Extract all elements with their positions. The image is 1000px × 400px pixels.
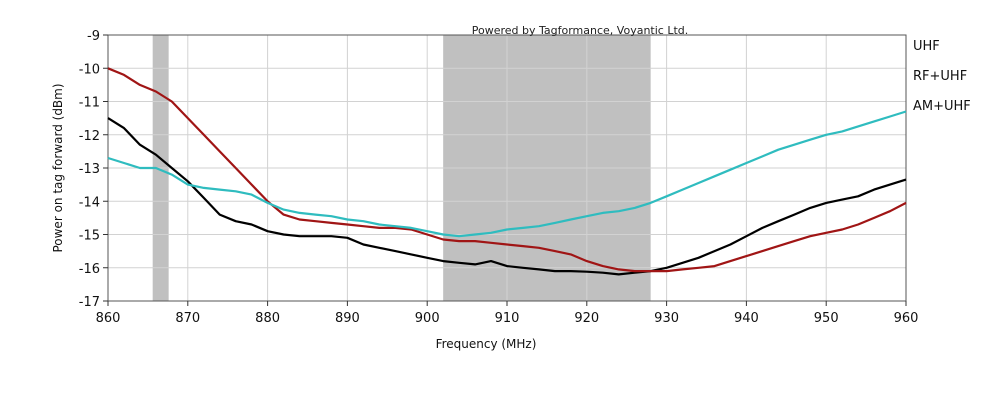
x-tick-label-9: 950 <box>814 311 839 326</box>
x-axis-title: Frequency (MHz) <box>436 337 537 351</box>
y-tick-label-6: -15 <box>79 229 100 244</box>
legend-label-uhf: UHF <box>913 39 940 54</box>
grid-lines <box>107 34 907 302</box>
y-tick-label-4: -13 <box>79 162 100 177</box>
powered-by-annotation: Powered by Tagformance, Voyantic Ltd. <box>472 24 689 37</box>
legend-label-rf-uhf: RF+UHF <box>913 69 967 84</box>
y-tick-label-3: -12 <box>79 129 100 144</box>
x-tick-label-3: 890 <box>335 311 360 326</box>
x-tick-label-2: 880 <box>255 311 280 326</box>
y-tick-label-1: -10 <box>79 62 100 77</box>
legend-label-am-uhf: AM+UHF <box>913 99 971 114</box>
y-tick-label-7: -16 <box>79 262 100 277</box>
x-tick-label-1: 870 <box>175 311 200 326</box>
y-tick-label-5: -14 <box>79 195 100 210</box>
x-tick-label-8: 940 <box>734 311 759 326</box>
x-tick-label-10: 960 <box>894 311 919 326</box>
series-lines <box>107 67 907 276</box>
x-tick-label-0: 860 <box>96 311 121 326</box>
x-tick-label-5: 910 <box>495 311 520 326</box>
x-tick-label-4: 900 <box>415 311 440 326</box>
legend: UHF RF+UHF AM+UHF <box>913 39 971 114</box>
y-tick-label-0: -9 <box>87 29 100 44</box>
y-tick-label-2: -11 <box>79 96 100 111</box>
x-tick-label-7: 930 <box>654 311 679 326</box>
y-axis-title: Power on tag forward (dBm) <box>51 83 65 252</box>
x-tick-label-6: 920 <box>574 311 599 326</box>
series-line-am-uhf <box>107 110 907 238</box>
series-line-rf-uhf <box>107 67 907 273</box>
axis-ticks: 860 870 880 890 900 910 920 930 940 950 960 -9 -10 -1… <box>79 29 919 326</box>
series-line-uhf <box>107 117 907 276</box>
y-tick-label-8: -17 <box>79 295 100 310</box>
